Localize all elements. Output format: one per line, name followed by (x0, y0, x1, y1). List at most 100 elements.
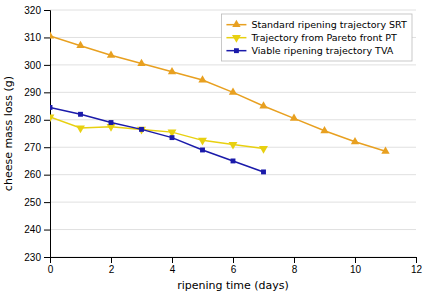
x-axis-line (51, 258, 417, 264)
x-tick-label: 10 (350, 264, 362, 275)
grid-line (50, 229, 416, 230)
series-marker (320, 126, 328, 133)
grid (50, 10, 416, 257)
y-tick-mark (44, 147, 50, 148)
y-tick-label: 300 (24, 60, 41, 71)
x-tick: 4 (170, 257, 176, 275)
x-tick-mark (355, 257, 356, 263)
x-axis: 0 2 4 6 8 10 12 (48, 257, 423, 275)
y-tick-mark (44, 257, 50, 258)
y-axis: 230 240 250 260 270 280 290 300 310 320 (24, 5, 50, 263)
grid-line (50, 64, 416, 65)
y-tick-label: 230 (24, 252, 41, 263)
series-marker (107, 124, 116, 132)
x-tick-mark (233, 257, 234, 263)
series-marker (198, 138, 207, 146)
series-marker (168, 67, 176, 74)
y-tick-mark (44, 65, 50, 66)
series-marker (381, 147, 389, 154)
series-marker (290, 114, 298, 121)
y-tick-label: 310 (24, 32, 41, 43)
y-tick-label: 270 (24, 142, 41, 153)
grid-line (50, 202, 416, 203)
y-tick-label: 240 (24, 224, 41, 235)
series-marker (351, 137, 359, 144)
series-marker (76, 125, 85, 133)
y-axis-line (44, 11, 51, 258)
x-tick-label: 8 (292, 264, 298, 275)
x-tick-label: 2 (109, 264, 115, 275)
series-marker (231, 158, 236, 163)
legend-item: Trajectory from Pareto front PT (226, 32, 397, 43)
x-tick-mark (111, 257, 112, 263)
y-tick-mark (44, 10, 50, 11)
series-marker (137, 59, 145, 66)
series-marker (50, 31, 54, 38)
legend-swatch-marker (234, 48, 239, 53)
y-tick: 310 (24, 32, 50, 43)
x-axis-title: ripening time (days) (177, 279, 289, 292)
series-marker (259, 101, 267, 108)
x-tick: 8 (292, 257, 298, 275)
legend-item: Viable ripening trajectory TVA (226, 45, 393, 56)
y-tick: 250 (24, 197, 50, 208)
y-tick: 260 (24, 169, 50, 180)
y-tick-mark (44, 175, 50, 176)
series-marker (200, 148, 205, 153)
series-marker (107, 50, 115, 57)
x-tick-mark (172, 257, 173, 263)
y-tick: 300 (24, 60, 50, 71)
y-tick: 320 (24, 5, 50, 16)
x-tick: 6 (231, 257, 237, 275)
y-tick-label: 260 (24, 169, 41, 180)
x-tick: 10 (350, 257, 362, 275)
series-marker (76, 41, 84, 48)
series-marker (229, 142, 238, 150)
chart: 0 2 4 6 8 10 12 230 240 250 260 270 280 290 300 310 320 S… (0, 0, 428, 295)
legend-label: Trajectory from Pareto front PT (250, 32, 397, 43)
y-tick-mark (44, 120, 50, 121)
x-tick-mark (416, 257, 417, 263)
x-tick: 2 (109, 257, 115, 275)
x-tick-label: 0 (48, 264, 54, 275)
legend-item: Standard ripening trajectory SRT (226, 19, 407, 30)
legend-swatch-marker (232, 20, 240, 27)
legend-swatch-marker (232, 35, 241, 43)
y-tick: 290 (24, 87, 50, 98)
legend-label: Viable ripening trajectory TVA (251, 45, 393, 56)
y-tick: 230 (24, 252, 50, 263)
grid-line (50, 174, 416, 175)
x-tick-label: 12 (411, 264, 423, 275)
series-marker (229, 88, 237, 95)
y-axis-title: cheese mass loss (g) (2, 76, 15, 191)
y-tick-mark (44, 202, 50, 203)
series-marker (109, 120, 114, 125)
grid-line (50, 10, 416, 11)
x-tick: 0 (48, 257, 54, 275)
y-tick: 270 (24, 142, 50, 153)
series-marker (198, 75, 206, 82)
legend: Standard ripening trajectory SRT Trajecto… (221, 14, 412, 61)
series-marker (50, 105, 52, 110)
plot: 0 2 4 6 8 10 12 230 240 250 260 270 280 290 300 310 320 S… (24, 5, 422, 275)
x-tick-label: 6 (231, 264, 237, 275)
x-tick-label: 4 (170, 264, 176, 275)
series-marker (139, 127, 144, 132)
x-tick-mark (294, 257, 295, 263)
series-marker (50, 114, 54, 122)
y-tick-mark (44, 230, 50, 231)
y-tick: 280 (24, 114, 50, 125)
x-tick: 12 (411, 257, 423, 275)
series-marker (170, 135, 175, 140)
series-marker (261, 169, 266, 174)
y-tick: 240 (24, 224, 50, 235)
y-tick-mark (44, 37, 50, 38)
legend-label: Standard ripening trajectory SRT (251, 19, 407, 30)
y-tick-label: 290 (24, 87, 41, 98)
legend-box (221, 14, 412, 61)
y-tick-label: 250 (24, 197, 41, 208)
series-marker (78, 112, 83, 117)
y-tick-label: 320 (24, 5, 41, 16)
y-tick-label: 280 (24, 114, 41, 125)
y-tick-mark (44, 92, 50, 93)
